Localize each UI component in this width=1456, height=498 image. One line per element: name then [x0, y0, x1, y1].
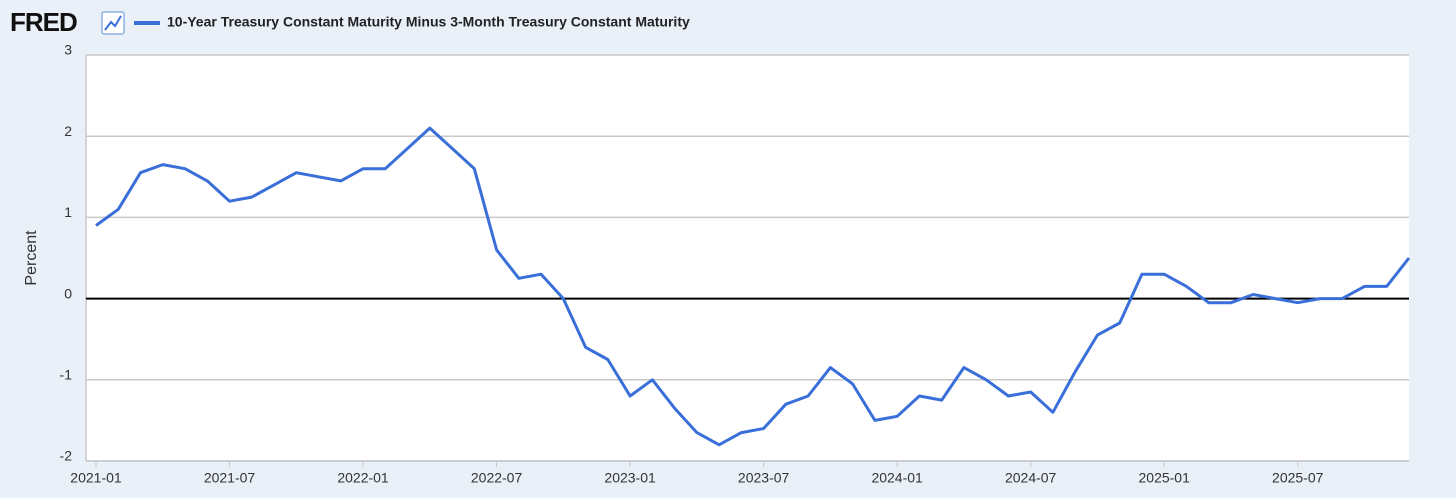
x-tick-label: 2021-01	[70, 470, 122, 486]
logo-icon	[101, 11, 125, 35]
logo: FRED	[10, 7, 77, 37]
plot-area	[86, 55, 1409, 461]
y-tick-label: 1	[64, 204, 72, 220]
y-tick-label: 2	[64, 123, 72, 139]
x-tick-label: 2025-07	[1272, 470, 1324, 486]
x-tick-label: 2022-01	[337, 470, 389, 486]
x-tick-label: 2025-01	[1139, 470, 1191, 486]
y-tick-label: 0	[64, 285, 72, 301]
x-tick-label: 2023-07	[738, 470, 790, 486]
data-line	[95, 126, 1411, 447]
y-tick-label: -2	[60, 448, 73, 464]
x-tick-label: 2024-01	[871, 470, 923, 486]
x-tick-label: 2021-07	[204, 470, 256, 486]
legend-label: 10-Year Treasury Constant Maturity Minus…	[167, 14, 690, 30]
x-tick-label: 2022-07	[471, 470, 523, 486]
y-axis-label: Percent	[23, 230, 40, 286]
y-tick-label: -1	[60, 367, 73, 383]
y-tick-label: 3	[64, 42, 72, 58]
x-tick-label: 2024-07	[1005, 470, 1057, 486]
x-tick-label: 2023-01	[604, 470, 656, 486]
